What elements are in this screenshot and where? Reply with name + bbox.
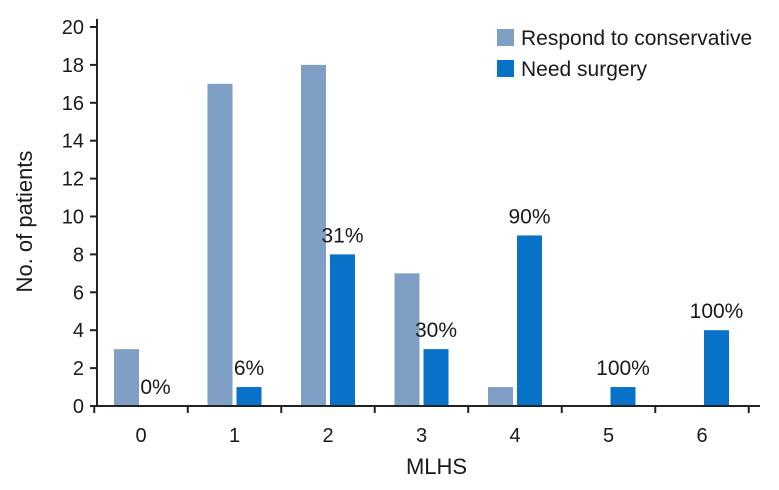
legend: Respond to conservative Need surgery xyxy=(497,27,752,81)
x-tick-label: 1 xyxy=(229,425,240,447)
y-axis-title: No. of patients xyxy=(12,151,37,293)
bar-need-surgery xyxy=(236,387,262,406)
surgery-percent-label: 6% xyxy=(234,357,264,380)
surgery-percent-label: 30% xyxy=(415,319,457,342)
x-tick-label: 5 xyxy=(603,425,614,447)
y-tick-label: 4 xyxy=(73,320,84,342)
y-tick-label: 14 xyxy=(62,131,84,153)
surgery-percent-label: 0% xyxy=(140,376,170,399)
legend-label: Need surgery xyxy=(521,58,648,81)
x-tick-label: 6 xyxy=(696,425,707,447)
x-tick-label: 4 xyxy=(509,425,520,447)
surgery-percent-label: 31% xyxy=(321,224,363,247)
surgery-percent-label: 100% xyxy=(690,300,744,323)
y-tick-label: 20 xyxy=(62,17,84,39)
labels-layer: 0% 6% 31% 30% 90% 100% 100% xyxy=(140,205,743,399)
x-tick-label: 0 xyxy=(135,425,146,447)
y-tick-label: 6 xyxy=(73,282,84,304)
bar-respond-conservative xyxy=(488,387,513,406)
bar-need-surgery xyxy=(704,330,729,406)
y-tick-label: 12 xyxy=(62,169,84,191)
bar-need-surgery xyxy=(610,387,636,406)
bar-respond-conservative xyxy=(394,273,420,406)
x-axis-title: MLHS xyxy=(406,454,467,479)
legend-label: Respond to conservative xyxy=(521,27,752,50)
bar-need-surgery xyxy=(423,349,449,406)
y-tick-label: 2 xyxy=(73,358,84,380)
surgery-percent-label: 90% xyxy=(508,205,550,228)
legend-swatch xyxy=(497,60,514,77)
x-tick-label: 2 xyxy=(322,425,333,447)
y-tick-label: 8 xyxy=(73,244,84,266)
y-tick-label: 18 xyxy=(62,55,84,77)
bar-respond-conservative xyxy=(207,83,233,406)
bar-need-surgery xyxy=(330,254,355,406)
y-tick-label: 16 xyxy=(62,93,84,115)
x-tick-label: 3 xyxy=(416,425,427,447)
surgery-percent-label: 100% xyxy=(596,357,650,380)
legend-swatch xyxy=(497,29,514,46)
y-tick-label: 10 xyxy=(62,207,84,229)
bar-need-surgery xyxy=(517,235,542,406)
bar-respond-conservative xyxy=(114,349,139,406)
bar-respond-conservative xyxy=(301,64,326,407)
bars-layer xyxy=(114,64,729,407)
y-tick-label: 0 xyxy=(73,396,84,418)
